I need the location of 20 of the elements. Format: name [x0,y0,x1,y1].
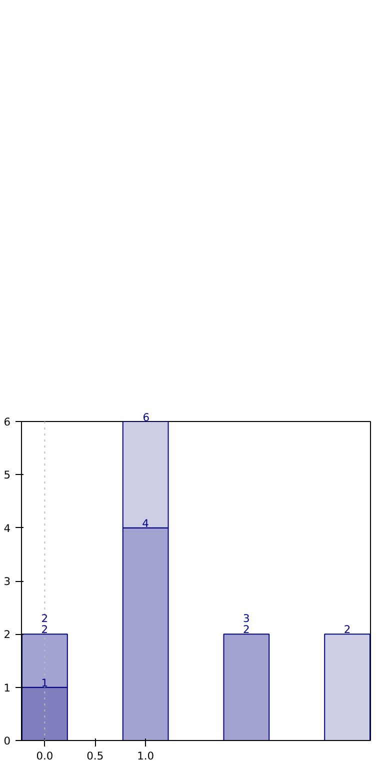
bar [223,634,270,740]
y-tick-label: 0 [4,734,11,748]
annotation: 6 [142,411,150,424]
annotation: 1 [41,676,48,690]
annotation: 2 [41,612,48,626]
annotation: 2 [41,623,48,636]
annotation: 3 [243,612,250,626]
y-tick-label: 6 [4,416,11,428]
x-tick-label: 0.0 [36,750,54,762]
y-tick-label: 4 [4,522,11,535]
x-tick-label: 0.5 [86,750,104,762]
annotation: 4 [142,516,150,530]
y-tick-label: 1 [4,681,10,694]
y-tick-label: 2 [4,628,10,642]
bar [324,634,370,740]
x-tick-label: 1.0 [137,750,154,762]
y-tick-label: 5 [4,468,10,482]
y-tick-label: 3 [4,575,10,588]
annotation: 2 [243,623,250,636]
annotation: 2 [344,623,351,636]
